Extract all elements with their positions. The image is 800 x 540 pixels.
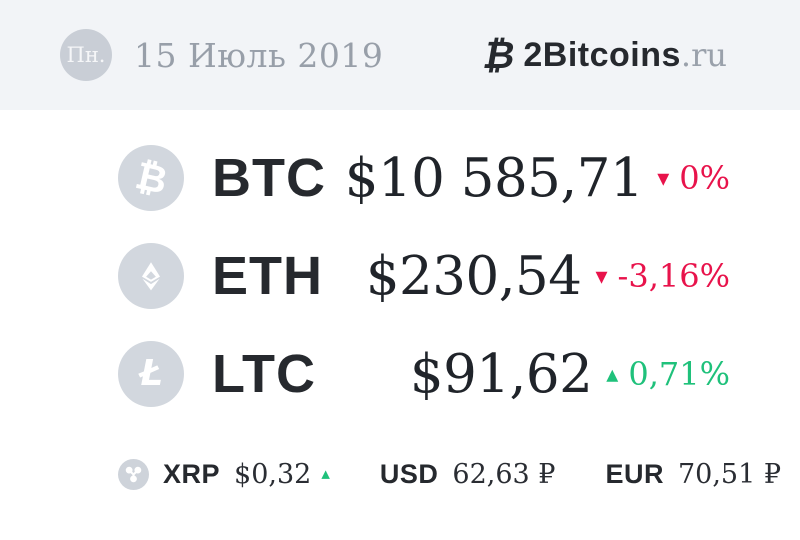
coin-symbol: LTC [212,344,316,404]
usd-value: 62,63 ₽ [452,458,556,490]
change-arrow-icon: ▾ [657,164,670,192]
coin-symbol: BTC [212,148,326,208]
change-percent: 0,71% [628,355,730,393]
coin-price: $230,54 [365,245,582,307]
ltc-coin-icon: Ł [118,341,184,407]
price-group: $230,54 ▾ -3,16% [366,246,730,307]
eur-value: 70,51 ₽ [677,458,782,490]
site-logo[interactable]: ₿ 2Bitcoins .ru [480,33,727,77]
coin-row-eth: ETH $230,54 ▾ -3,16% [0,227,800,325]
eth-coin-icon [118,243,184,309]
ltc-glyph: Ł [139,353,163,394]
btc-coin-icon: ₿ [118,145,184,211]
coin-row-btc: ₿ BTC $10 585,71 ▾ 0% [0,129,800,227]
xrp-glyph [125,466,142,482]
price-group: $10 585,71 ▾ 0% [345,148,730,209]
site-logo-name: 2Bitcoins [523,35,681,74]
xrp-label: XRP [163,458,221,489]
coin-symbol: ETH [212,246,323,306]
btc-glyph: ₿ [130,153,172,203]
date-label: 15 Июль 2019 [134,35,384,75]
day-badge-label: Пн. [66,43,106,67]
xrp-coin-icon [118,458,149,490]
price-group: $91,62 ▴ 0,71% [410,344,730,405]
xrp-change-group: ▴ [321,463,330,484]
change-percent: -3,16% [617,257,730,295]
usd-label: USD [379,458,439,489]
change-arrow-icon: ▾ [595,262,608,290]
coin-row-ltc: Ł LTC $91,62 ▴ 0,71% [0,325,800,423]
bottom-ticker: XRP $0,32 ▴ USD 62,63 ₽ EUR 70,51 ₽ [0,457,800,491]
eth-glyph [141,262,161,291]
xrp-value: $0,32 [234,458,312,490]
change-arrow-icon: ▴ [606,360,619,388]
widget-header: Пн. 15 Июль 2019 ₿ 2Bitcoins .ru [0,0,800,110]
bitcoin-logo-icon: ₿ [480,33,520,77]
coin-rows: ₿ BTC $10 585,71 ▾ 0% ETH $230 [0,110,800,423]
change-arrow-icon: ▴ [321,463,330,484]
change-group: ▾ 0% [657,159,730,197]
change-group: ▴ 0,71% [606,355,730,393]
change-percent: 0% [679,159,730,197]
coin-price: $10 585,71 [344,147,644,209]
eur-label: EUR [605,458,664,489]
coin-price: $91,62 [409,343,593,405]
site-logo-tld: .ru [680,35,727,74]
change-group: ▾ -3,16% [595,257,730,295]
day-badge: Пн. [60,29,112,81]
